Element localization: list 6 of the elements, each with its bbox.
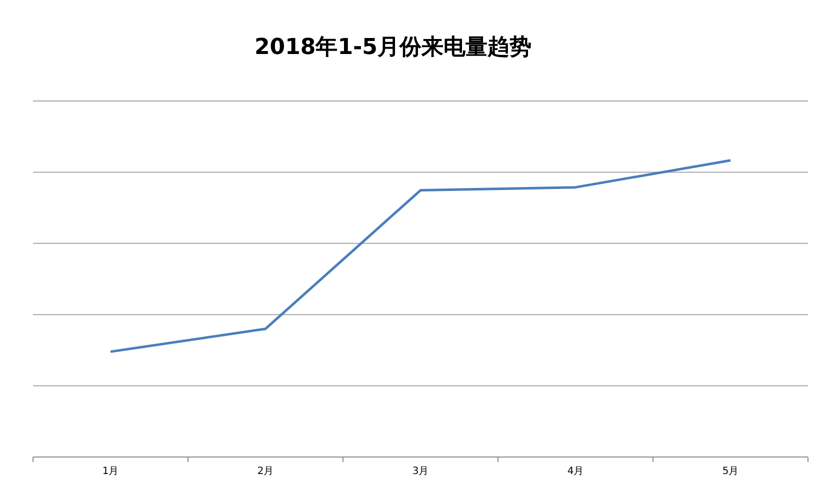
x-tick-label: 1月 (102, 466, 119, 477)
x-tick-label: 4月 (567, 466, 584, 477)
chart-title: 2018年1-5月份来电量趋势 (254, 35, 532, 60)
x-tick-label: 2月 (257, 466, 274, 477)
x-tick-label: 3月 (412, 466, 429, 477)
x-tick-label: 5月 (722, 466, 739, 477)
